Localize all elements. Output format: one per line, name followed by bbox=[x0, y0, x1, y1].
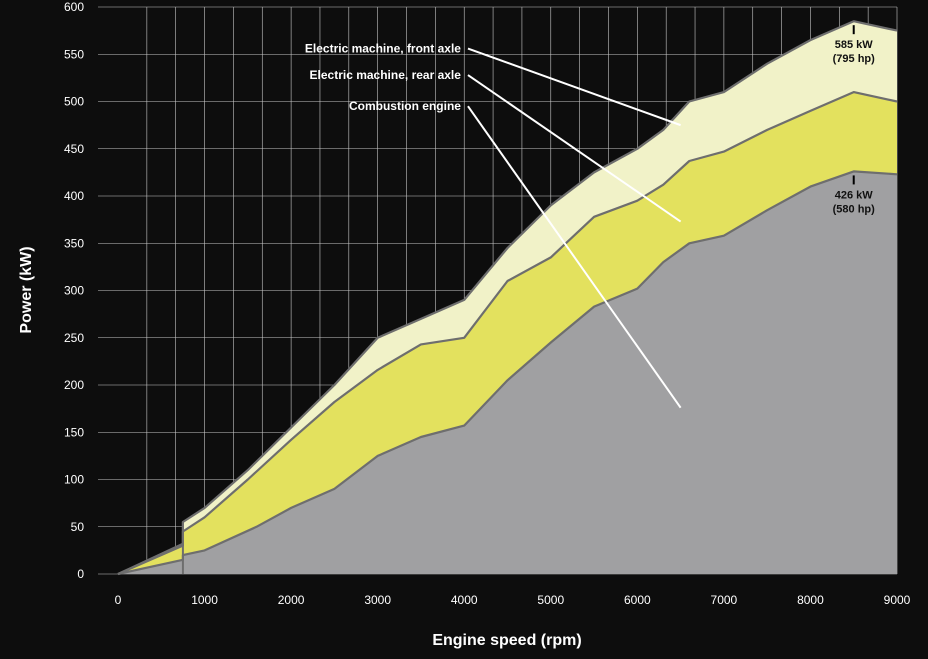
x-tick-label: 8000 bbox=[797, 593, 824, 607]
x-tick-label: 1000 bbox=[191, 593, 218, 607]
x-tick-label: 5000 bbox=[537, 593, 564, 607]
x-tick-label: 7000 bbox=[711, 593, 738, 607]
area-electric-machine-front-axle bbox=[118, 21, 897, 574]
x-axis-title: Engine speed (rpm) bbox=[432, 632, 581, 649]
x-tick-label: 6000 bbox=[624, 593, 651, 607]
area-electric-machine-rear-axle bbox=[118, 92, 897, 574]
y-tick-label: 450 bbox=[64, 142, 84, 156]
series-areas bbox=[118, 21, 897, 574]
x-tick-label: 0 bbox=[115, 593, 122, 607]
annotation-value-hp: (795 hp) bbox=[833, 53, 876, 65]
annotation-value: 426 kW bbox=[835, 189, 874, 201]
annotation-value: 585 kW bbox=[835, 39, 874, 51]
x-tick-label: 4000 bbox=[451, 593, 478, 607]
leader-line bbox=[467, 47, 681, 127]
annotation-value-hp: (580 hp) bbox=[833, 203, 876, 215]
x-tick-label: 9000 bbox=[884, 593, 911, 607]
y-tick-label: 100 bbox=[64, 473, 84, 487]
y-tick-label: 0 bbox=[77, 567, 84, 581]
line-electric-machine-front-axle bbox=[117, 20, 898, 575]
leader-line bbox=[467, 105, 682, 409]
y-tick-label: 550 bbox=[64, 47, 84, 61]
y-tick-label: 300 bbox=[64, 284, 84, 298]
y-tick-label: 150 bbox=[64, 425, 84, 439]
line-electric-machine-rear-axle bbox=[117, 90, 898, 576]
x-tick-label: 2000 bbox=[278, 593, 305, 607]
line-combustion-engine bbox=[117, 170, 898, 576]
leader-line bbox=[467, 74, 682, 223]
leader-label-text: Electric machine, rear axle bbox=[310, 68, 462, 82]
x-axis-ticks: 0 1000 2000 3000 4000 5000 6000 7000 8000 9000 bbox=[115, 593, 911, 607]
y-tick-label: 400 bbox=[64, 189, 84, 203]
value-annotations: 585 kW (795 hp) 426 kW (580 hp) bbox=[833, 25, 876, 215]
y-axis-ticks: 0 50 100 150 200 250 300 350 400 450 500 550 600 bbox=[64, 0, 84, 581]
y-tick-label: 350 bbox=[64, 236, 84, 250]
y-tick-label: 500 bbox=[64, 95, 84, 109]
y-axis-title: Power (kW) bbox=[18, 246, 35, 333]
y-tick-label: 200 bbox=[64, 378, 84, 392]
area-combustion-engine bbox=[118, 171, 897, 574]
y-tick-label: 250 bbox=[64, 331, 84, 345]
leader-labels: Electric machine, front axle Electric mac… bbox=[305, 42, 682, 409]
y-tick-label: 600 bbox=[64, 0, 84, 14]
y-tick-label: 50 bbox=[71, 520, 85, 534]
leader-label-text: Electric machine, front axle bbox=[305, 42, 461, 56]
series-lines bbox=[117, 20, 898, 576]
x-tick-label: 3000 bbox=[364, 593, 391, 607]
leader-label-text: Combustion engine bbox=[349, 99, 461, 113]
